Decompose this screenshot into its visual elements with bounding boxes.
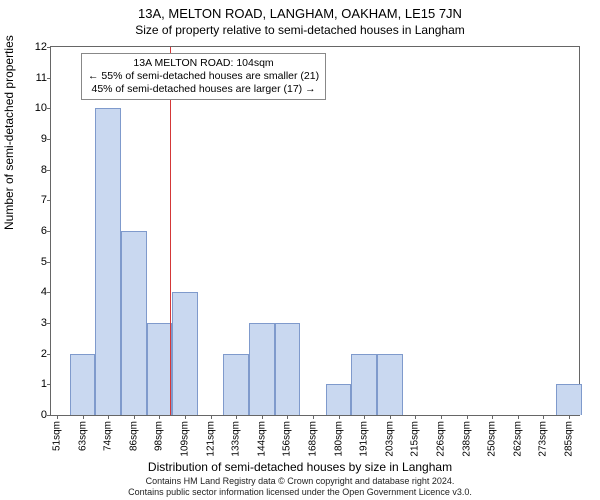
x-tick-mark bbox=[390, 415, 391, 419]
histogram-bar bbox=[223, 354, 249, 415]
histogram-bar bbox=[275, 323, 301, 415]
y-tick-mark bbox=[47, 200, 51, 201]
x-tick-mark bbox=[313, 415, 314, 419]
histogram-bar bbox=[556, 384, 582, 415]
y-tick-mark bbox=[47, 47, 51, 48]
x-tick-label: 285sqm bbox=[564, 421, 575, 457]
footer-line-1: Contains HM Land Registry data © Crown c… bbox=[0, 476, 600, 487]
y-tick-mark bbox=[47, 139, 51, 140]
x-tick-label: 86sqm bbox=[128, 421, 139, 451]
histogram-bar bbox=[377, 354, 403, 415]
histogram-bar bbox=[95, 108, 121, 415]
x-tick-mark bbox=[134, 415, 135, 419]
y-tick-mark bbox=[47, 78, 51, 79]
x-tick-mark bbox=[492, 415, 493, 419]
x-tick-label: 63sqm bbox=[77, 421, 88, 451]
x-tick-label: 262sqm bbox=[512, 421, 523, 457]
x-tick-label: 109sqm bbox=[180, 421, 191, 457]
y-tick-mark bbox=[47, 415, 51, 416]
histogram-bar bbox=[70, 354, 96, 415]
annotation-line: ← 55% of semi-detached houses are smalle… bbox=[88, 70, 319, 83]
chart-container: 13A, MELTON ROAD, LANGHAM, OAKHAM, LE15 … bbox=[0, 0, 600, 500]
x-tick-label: 250sqm bbox=[487, 421, 498, 457]
footer: Contains HM Land Registry data © Crown c… bbox=[0, 476, 600, 498]
y-tick-label: 2 bbox=[23, 348, 47, 360]
x-tick-label: 215sqm bbox=[410, 421, 421, 457]
x-tick-mark bbox=[364, 415, 365, 419]
y-tick-label: 5 bbox=[23, 256, 47, 268]
x-tick-mark bbox=[287, 415, 288, 419]
x-tick-mark bbox=[569, 415, 570, 419]
x-tick-mark bbox=[339, 415, 340, 419]
annotation-box: 13A MELTON ROAD: 104sqm← 55% of semi-det… bbox=[81, 53, 326, 100]
y-tick-mark bbox=[47, 354, 51, 355]
annotation-line: 13A MELTON ROAD: 104sqm bbox=[88, 57, 319, 70]
x-tick-mark bbox=[83, 415, 84, 419]
x-tick-label: 133sqm bbox=[231, 421, 242, 457]
x-tick-label: 144sqm bbox=[256, 421, 267, 457]
footer-line-2: Contains public sector information licen… bbox=[0, 487, 600, 498]
x-tick-mark bbox=[441, 415, 442, 419]
y-tick-mark bbox=[47, 323, 51, 324]
x-tick-label: 98sqm bbox=[154, 421, 165, 451]
x-tick-label: 168sqm bbox=[308, 421, 319, 457]
y-tick-label: 3 bbox=[23, 317, 47, 329]
x-tick-label: 238sqm bbox=[461, 421, 472, 457]
y-tick-label: 12 bbox=[23, 41, 47, 53]
reference-line bbox=[170, 47, 171, 415]
chart-subtitle: Size of property relative to semi-detach… bbox=[0, 21, 600, 37]
y-tick-mark bbox=[47, 170, 51, 171]
x-tick-mark bbox=[57, 415, 58, 419]
x-axis-label: Distribution of semi-detached houses by … bbox=[0, 460, 600, 474]
y-tick-label: 4 bbox=[23, 286, 47, 298]
x-tick-mark bbox=[467, 415, 468, 419]
histogram-bar bbox=[172, 292, 198, 415]
x-tick-label: 191sqm bbox=[359, 421, 370, 457]
y-tick-label: 8 bbox=[23, 164, 47, 176]
y-tick-mark bbox=[47, 292, 51, 293]
x-tick-label: 121sqm bbox=[205, 421, 216, 457]
x-tick-mark bbox=[185, 415, 186, 419]
y-tick-label: 6 bbox=[23, 225, 47, 237]
x-tick-mark bbox=[543, 415, 544, 419]
annotation-line: 45% of semi-detached houses are larger (… bbox=[88, 83, 319, 96]
y-tick-mark bbox=[47, 231, 51, 232]
x-tick-label: 156sqm bbox=[282, 421, 293, 457]
y-tick-label: 7 bbox=[23, 194, 47, 206]
x-tick-label: 203sqm bbox=[384, 421, 395, 457]
y-tick-label: 1 bbox=[23, 378, 47, 390]
chart-title: 13A, MELTON ROAD, LANGHAM, OAKHAM, LE15 … bbox=[0, 0, 600, 21]
x-tick-label: 226sqm bbox=[436, 421, 447, 457]
x-tick-label: 51sqm bbox=[52, 421, 63, 451]
x-tick-mark bbox=[108, 415, 109, 419]
x-tick-mark bbox=[211, 415, 212, 419]
y-tick-mark bbox=[47, 108, 51, 109]
plot-area: 012345678910111251sqm63sqm74sqm86sqm98sq… bbox=[50, 46, 580, 416]
histogram-bar bbox=[351, 354, 377, 415]
y-axis-label: Number of semi-detached properties bbox=[2, 35, 16, 230]
y-tick-mark bbox=[47, 384, 51, 385]
x-tick-mark bbox=[518, 415, 519, 419]
x-tick-mark bbox=[262, 415, 263, 419]
histogram-bar bbox=[326, 384, 352, 415]
y-tick-label: 9 bbox=[23, 133, 47, 145]
histogram-bar bbox=[121, 231, 147, 415]
x-tick-mark bbox=[236, 415, 237, 419]
x-tick-mark bbox=[159, 415, 160, 419]
y-tick-label: 11 bbox=[23, 72, 47, 84]
x-tick-label: 180sqm bbox=[333, 421, 344, 457]
y-tick-label: 0 bbox=[23, 409, 47, 421]
x-tick-mark bbox=[415, 415, 416, 419]
histogram-bar bbox=[249, 323, 275, 415]
x-tick-label: 273sqm bbox=[538, 421, 549, 457]
x-tick-label: 74sqm bbox=[103, 421, 114, 451]
y-tick-label: 10 bbox=[23, 102, 47, 114]
histogram-bar bbox=[147, 323, 173, 415]
y-tick-mark bbox=[47, 262, 51, 263]
